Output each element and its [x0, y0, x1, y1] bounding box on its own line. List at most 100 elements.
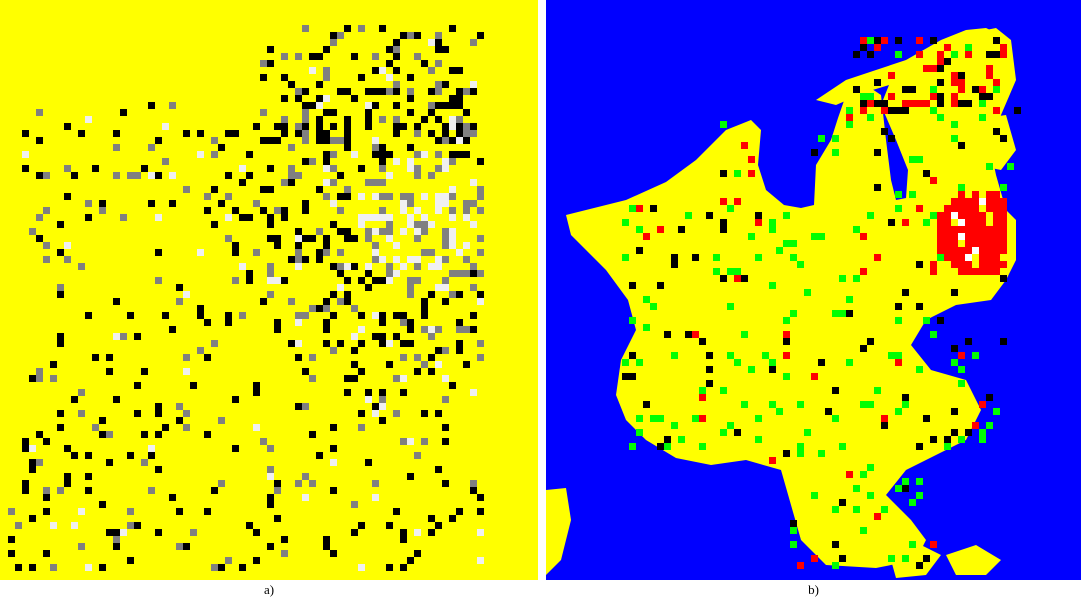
map-b-class-pixel	[937, 51, 944, 58]
map-a-pixel	[477, 270, 484, 277]
map-a-pixel	[400, 32, 407, 39]
map-b-class-pixel	[622, 219, 629, 226]
map-b-class-pixel	[902, 86, 909, 93]
map-a-pixel	[134, 410, 141, 417]
map-b-class-pixel	[986, 226, 993, 233]
map-b-class-pixel	[832, 387, 839, 394]
map-a-pixel	[260, 438, 267, 445]
map-b-class-pixel	[741, 275, 748, 282]
map-a-pixel	[295, 263, 302, 270]
map-a-pixel	[183, 354, 190, 361]
map-a-pixel	[463, 130, 470, 137]
map-a-pixel	[365, 116, 372, 123]
map-a-pixel	[29, 515, 36, 522]
map-a-pixel	[162, 424, 169, 431]
map-a-pixel	[435, 137, 442, 144]
map-b-class-pixel	[951, 345, 958, 352]
map-a-pixel	[442, 165, 449, 172]
map-a-pixel	[351, 263, 358, 270]
map-a-pixel	[50, 522, 57, 529]
map-b-class-pixel	[846, 359, 853, 366]
map-a-pixel	[316, 305, 323, 312]
map-a-pixel	[113, 130, 120, 137]
map-b-class-pixel	[811, 555, 818, 562]
map-b-class-pixel	[881, 422, 888, 429]
map-a-pixel	[400, 123, 407, 130]
map-a-pixel	[386, 46, 393, 53]
map-b-class-pixel	[895, 303, 902, 310]
map-a-pixel	[477, 508, 484, 515]
map-a-pixel	[169, 200, 176, 207]
map-a-pixel	[393, 508, 400, 515]
map-a-pixel	[400, 375, 407, 382]
map-b-class-pixel	[643, 296, 650, 303]
map-a-pixel	[358, 312, 365, 319]
map-a-pixel	[344, 235, 351, 242]
map-b-class-pixel	[1000, 198, 1007, 205]
map-b-class-pixel	[811, 149, 818, 156]
map-a-pixel	[435, 410, 442, 417]
map-a-pixel	[302, 123, 309, 130]
map-a-pixel	[428, 333, 435, 340]
map-a-pixel	[365, 228, 372, 235]
map-b-class-pixel	[720, 198, 727, 205]
map-a-pixel	[400, 193, 407, 200]
map-b-class-pixel	[972, 198, 979, 205]
map-a-pixel	[127, 508, 134, 515]
map-a-pixel	[386, 263, 393, 270]
map-b-class-pixel	[937, 212, 944, 219]
map-a-pixel	[435, 522, 442, 529]
map-a-pixel	[372, 249, 379, 256]
map-a-pixel	[379, 277, 386, 284]
map-b-class-pixel	[965, 429, 972, 436]
map-a-pixel	[323, 67, 330, 74]
map-a-pixel	[358, 340, 365, 347]
map-a-pixel	[393, 270, 400, 277]
map-a-pixel	[22, 445, 29, 452]
map-a-pixel	[379, 165, 386, 172]
map-a-pixel	[134, 172, 141, 179]
map-b-class-pixel	[720, 121, 727, 128]
map-a-pixel	[295, 403, 302, 410]
map-a-pixel	[344, 291, 351, 298]
map-b-class-pixel	[916, 51, 923, 58]
map-b-class-pixel	[937, 219, 944, 226]
map-b-class-pixel	[993, 198, 1000, 205]
map-b-class-pixel	[909, 100, 916, 107]
map-a-pixel	[477, 235, 484, 242]
map-a-pixel	[148, 172, 155, 179]
map-a-pixel	[442, 228, 449, 235]
map-b-class-pixel	[937, 226, 944, 233]
map-b-class-pixel	[937, 65, 944, 72]
map-b-class-pixel	[734, 170, 741, 177]
map-a-pixel	[428, 249, 435, 256]
map-b-class-pixel	[1000, 44, 1007, 51]
map-b-class-pixel	[986, 205, 993, 212]
map-a-pixel	[246, 277, 253, 284]
map-a-pixel	[225, 235, 232, 242]
map-b-class-pixel	[636, 429, 643, 436]
map-a-pixel	[281, 536, 288, 543]
map-a-pixel	[267, 501, 274, 508]
map-a-pixel	[379, 151, 386, 158]
map-a-pixel	[421, 193, 428, 200]
map-a-pixel	[57, 487, 64, 494]
map-a-pixel	[400, 354, 407, 361]
map-a-pixel	[253, 249, 260, 256]
map-b-class-pixel	[958, 366, 965, 373]
map-b-class-pixel	[881, 37, 888, 44]
map-b-class-pixel	[958, 142, 965, 149]
map-b-class-pixel	[769, 366, 776, 373]
map-b-class-pixel	[993, 268, 1000, 275]
map-a-pixel	[204, 319, 211, 326]
map-a-pixel	[85, 487, 92, 494]
map-b-class-pixel	[734, 429, 741, 436]
map-b-class-pixel	[860, 100, 867, 107]
map-a-pixel	[407, 200, 414, 207]
map-a-pixel	[386, 522, 393, 529]
map-a-pixel	[267, 270, 274, 277]
map-a-pixel	[302, 200, 309, 207]
map-a-pixel	[176, 284, 183, 291]
map-a-pixel	[428, 67, 435, 74]
map-a-pixel	[106, 354, 113, 361]
